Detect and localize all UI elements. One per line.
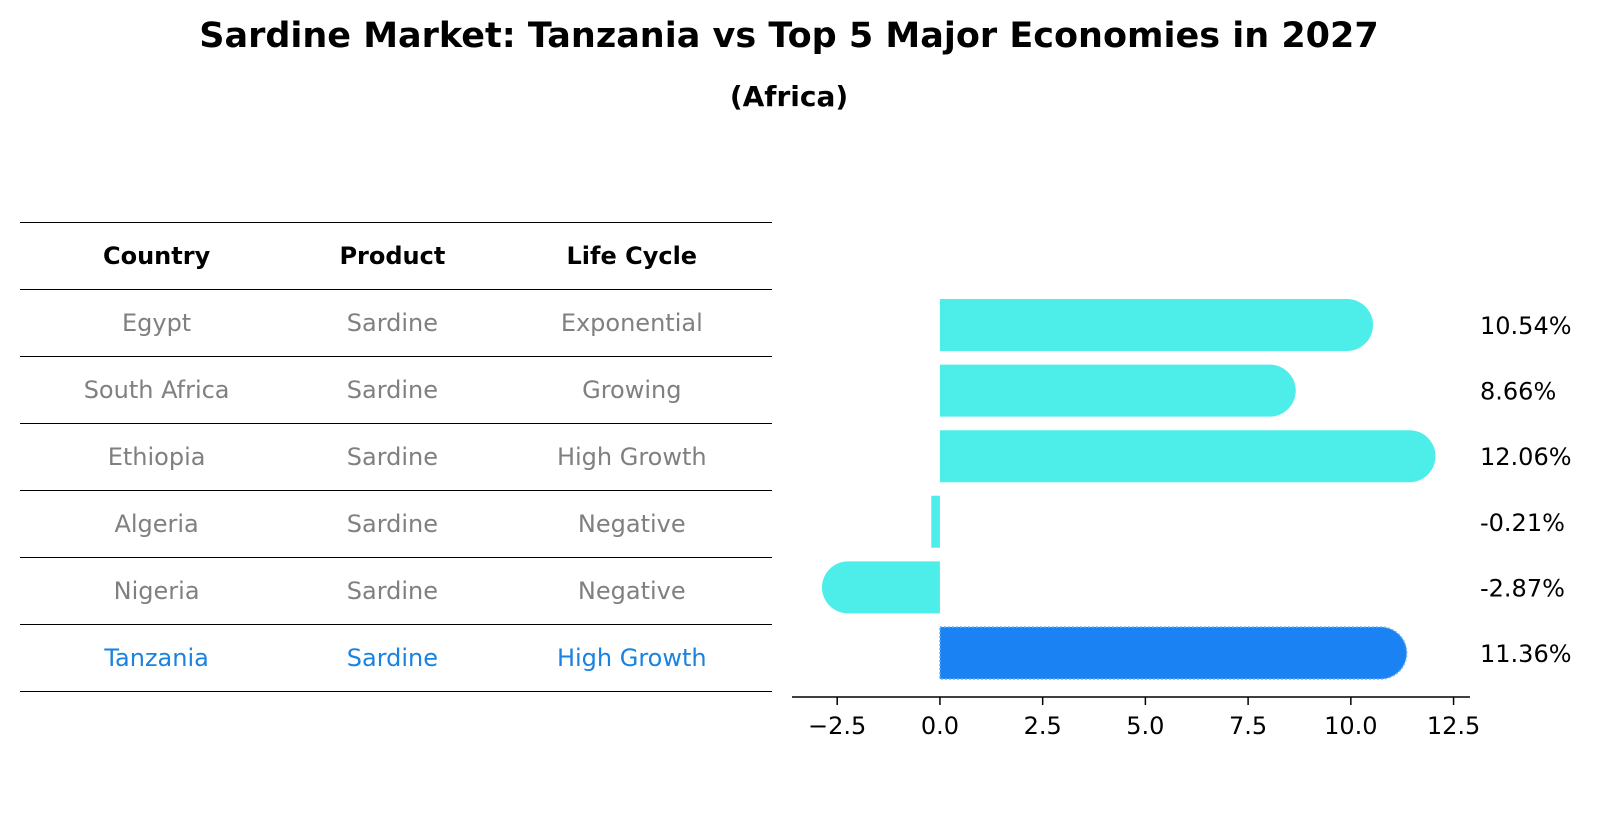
bar-ethiopia xyxy=(939,430,1436,483)
bar-value-label: 10.54% xyxy=(1480,312,1572,340)
cell-life-cycle: High Growth xyxy=(491,423,772,491)
bar-value-label: 8.66% xyxy=(1480,378,1556,406)
market-table: Country Product Life Cycle Egypt Sardine… xyxy=(20,222,772,692)
table-row-highlighted: Tanzania Sardine High Growth xyxy=(20,624,772,692)
cell-product: Sardine xyxy=(293,423,492,491)
cell-life-cycle: High Growth xyxy=(491,624,772,692)
column-header-product: Product xyxy=(293,222,492,290)
x-tick-label: 7.5 xyxy=(1229,712,1267,740)
cell-product: Sardine xyxy=(293,289,492,357)
table-row: South Africa Sardine Growing xyxy=(20,356,772,424)
cell-product: Sardine xyxy=(293,356,492,424)
x-tick-label: 12.5 xyxy=(1427,712,1480,740)
x-tick-label: 2.5 xyxy=(1024,712,1062,740)
chart-subtitle: (Africa) xyxy=(729,80,849,113)
cell-product: Sardine xyxy=(293,490,492,558)
table-row: Ethiopia Sardine High Growth xyxy=(20,423,772,491)
cell-country: Ethiopia xyxy=(20,423,294,491)
bar-tanzania xyxy=(939,626,1408,680)
bar-value-label: -0.21% xyxy=(1480,509,1565,537)
column-header-country: Country xyxy=(20,222,294,290)
cell-life-cycle: Growing xyxy=(491,356,772,424)
cell-country: Algeria xyxy=(20,490,294,558)
x-tick-label: 5.0 xyxy=(1126,712,1164,740)
cell-product: Sardine xyxy=(293,624,492,692)
cell-country: Nigeria xyxy=(20,557,294,625)
bar-egypt xyxy=(939,299,1374,351)
cell-country: Egypt xyxy=(20,289,294,357)
bar-south-africa xyxy=(939,364,1296,417)
cell-product: Sardine xyxy=(293,557,492,625)
bar-value-label: 11.36% xyxy=(1480,640,1572,668)
bar-nigeria xyxy=(821,561,940,614)
chart-title: Sardine Market: Tanzania vs Top 5 Major … xyxy=(199,16,1379,56)
x-tick-label: 0.0 xyxy=(921,712,959,740)
bar-value-label: -2.87% xyxy=(1480,574,1565,602)
bar-algeria xyxy=(931,495,940,548)
bar-value-label: 12.06% xyxy=(1480,443,1572,471)
cell-life-cycle: Exponential xyxy=(491,289,772,357)
table-header-row: Country Product Life Cycle xyxy=(20,222,772,290)
cell-life-cycle: Negative xyxy=(491,557,772,625)
column-header-life-cycle: Life Cycle xyxy=(491,222,772,290)
table-row: Egypt Sardine Exponential xyxy=(20,289,772,357)
table-row: Algeria Sardine Negative xyxy=(20,490,772,558)
cell-life-cycle: Negative xyxy=(491,490,772,558)
x-tick-label: −2.5 xyxy=(808,712,866,740)
cell-country: Tanzania xyxy=(20,624,294,692)
cell-country: South Africa xyxy=(20,356,294,424)
table-row: Nigeria Sardine Negative xyxy=(20,557,772,625)
x-tick-label: 10.0 xyxy=(1324,712,1377,740)
